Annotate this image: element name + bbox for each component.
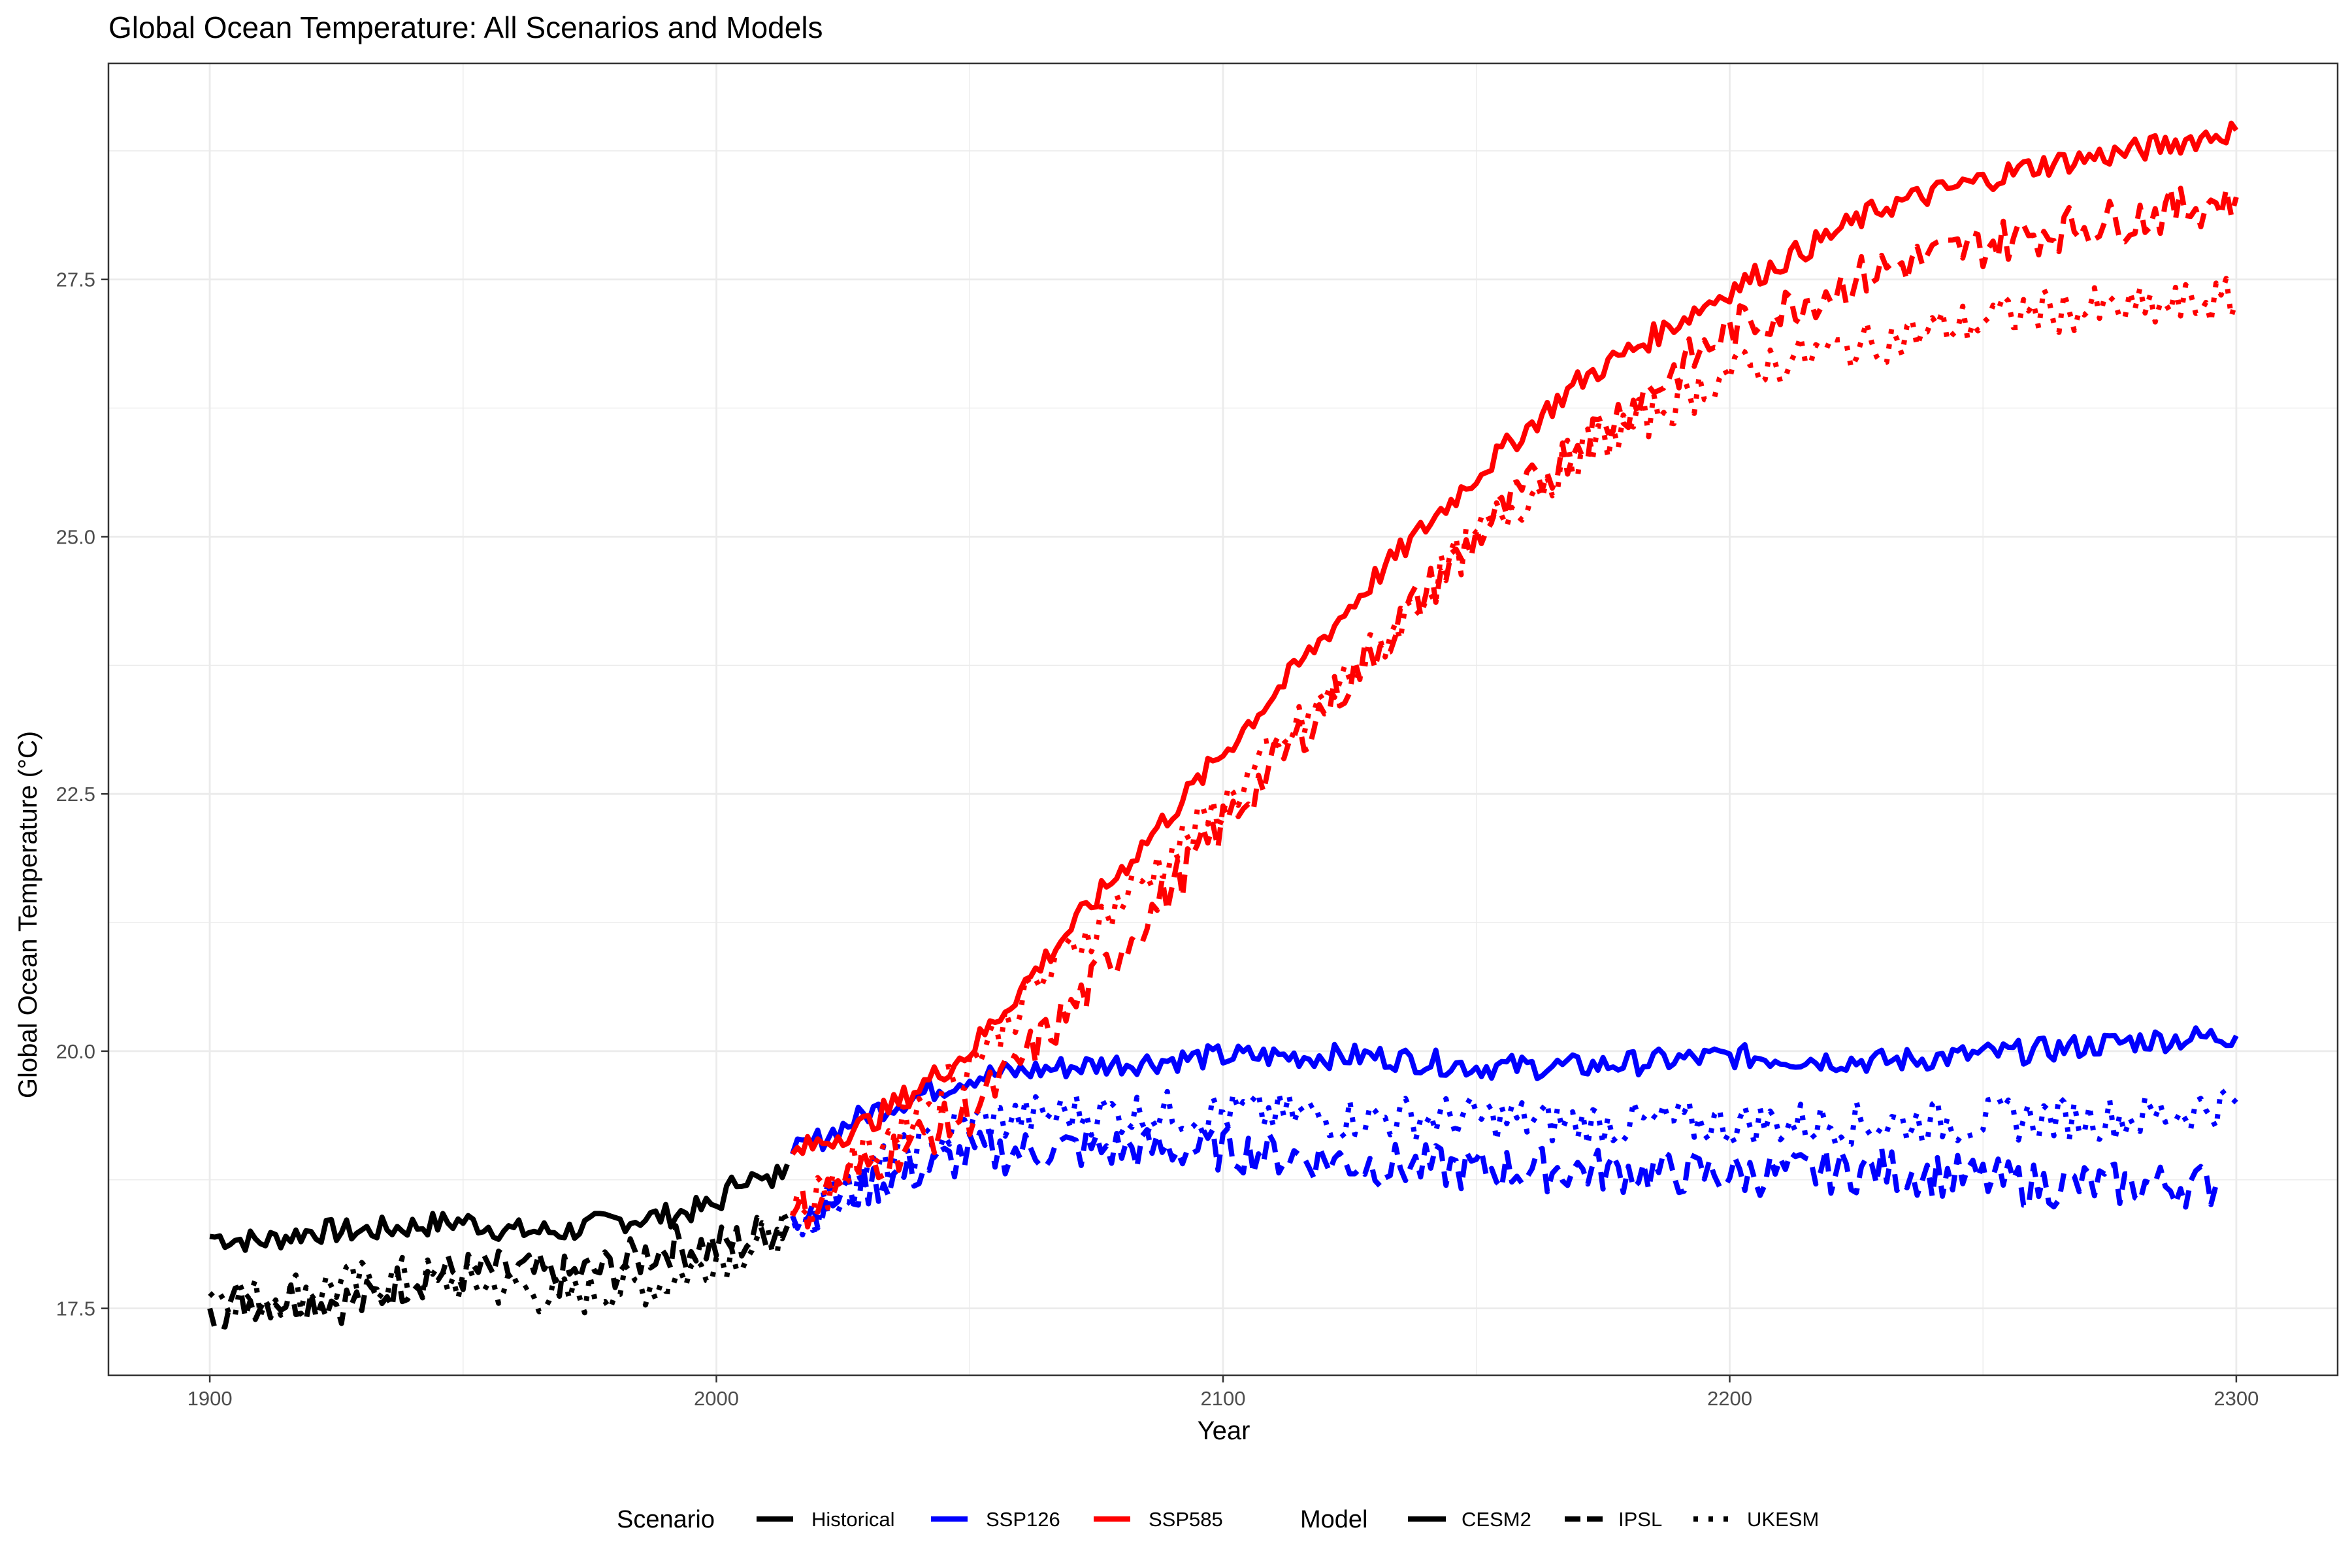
legend-label-cesm2: CESM2 (1462, 1508, 1531, 1531)
chart-title: Global Ocean Temperature: All Scenarios … (108, 10, 823, 44)
y-tick-label: 17.5 (56, 1298, 95, 1320)
y-tick-label: 22.5 (56, 783, 95, 806)
legend-title-model: Model (1300, 1506, 1368, 1533)
y-tick-label: 20.0 (56, 1040, 95, 1063)
series-line-ssp585-cesm2 (790, 120, 2239, 1156)
series-line-ssp126-ukesm (791, 1087, 2238, 1237)
x-tick-label: 2000 (694, 1387, 739, 1410)
y-tick-label: 27.5 (56, 269, 95, 291)
legend-label-ssp126: SSP126 (986, 1508, 1060, 1531)
y-tick-label: 25.0 (56, 525, 95, 548)
series-line-historical-ukesm (208, 1208, 790, 1319)
series-line-historical-cesm2 (209, 1163, 790, 1253)
legend-label-ipsl: IPSL (1618, 1508, 1662, 1531)
series-line-ssp126-ipsl (790, 1125, 2219, 1231)
x-tick-label: 2300 (2213, 1387, 2259, 1410)
series-line-ssp126-cesm2 (790, 1025, 2239, 1155)
series-line-historical-ipsl (207, 1215, 790, 1331)
legend: Scenario Historical SSP126 SSP585 Model CESM2… (617, 1506, 1819, 1533)
legend-label-historical: Historical (811, 1508, 894, 1531)
y-axis-title: Global Ocean Temperature (°C) (14, 731, 42, 1098)
plot-panel (108, 63, 2338, 1375)
chart-series-layer (207, 120, 2239, 1331)
axes: 1900 2000 2100 2200 2300 17.5 20.0 22.5 25.0 27.5 (56, 269, 2259, 1410)
series-line-ssp585-ipsl (790, 185, 2239, 1230)
legend-label-ssp585: SSP585 (1149, 1508, 1223, 1531)
x-tick-label: 2100 (1201, 1387, 1246, 1410)
x-tick-label: 1900 (188, 1387, 233, 1410)
legend-label-ukesm: UKESM (1747, 1508, 1819, 1531)
x-tick-label: 2200 (1707, 1387, 1752, 1410)
legend-title-scenario: Scenario (617, 1506, 715, 1533)
x-axis-title: Year (1198, 1416, 1250, 1445)
